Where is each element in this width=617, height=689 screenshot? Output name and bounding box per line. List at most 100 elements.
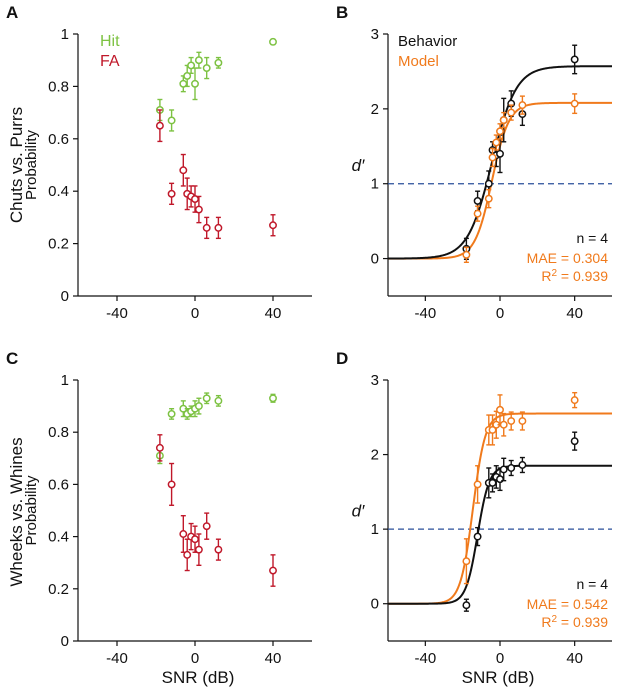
data-point-behavior xyxy=(484,179,493,188)
data-point-model xyxy=(518,417,527,425)
data-point-behavior xyxy=(570,437,579,446)
panel-a-chart: 0 0.2 0.4 0.6 0.8 1 -40 0 40 Probability xyxy=(23,26,312,322)
data-point-fa xyxy=(202,223,211,232)
y-tick-label: 0.4 xyxy=(48,183,69,200)
x-tick-label: 40 xyxy=(566,305,583,322)
y-axis-label: d′ xyxy=(352,156,365,175)
data-point-fa xyxy=(269,221,277,230)
data-point-model xyxy=(484,194,493,203)
data-point-model xyxy=(496,405,504,414)
y-tick-label: 2 xyxy=(371,447,379,464)
x-tick-label: -40 xyxy=(414,305,436,322)
data-point-model xyxy=(499,420,508,429)
data-point-fa xyxy=(155,121,164,130)
data-point-behavior xyxy=(473,532,482,541)
stats-r2-d: R2 = 0.939 xyxy=(541,614,608,630)
x-tick-label: 0 xyxy=(191,650,199,667)
panel-b-chart: 0 1 2 3 -40 0 40 d′ xyxy=(352,26,612,322)
data-point-model xyxy=(499,116,508,125)
data-point-hit xyxy=(214,396,223,405)
panel-letter-a: A xyxy=(6,3,18,22)
row-label-wheeks-whines: Wheeks vs. Whines xyxy=(7,437,26,586)
data-point-hit xyxy=(194,402,203,411)
y-tick-label: 0 xyxy=(61,633,69,650)
stats-mae-b: MAE = 0.304 xyxy=(527,250,609,266)
legend-model: Model xyxy=(398,53,439,70)
data-point-hit xyxy=(187,61,196,70)
panel-c-chart: 0 0.2 0.4 0.6 0.8 1 -40 0 40 Probability xyxy=(23,372,312,667)
y-tick-label: 1 xyxy=(371,176,379,193)
y-tick-label: 0.8 xyxy=(48,78,69,95)
data-point-model xyxy=(570,99,579,108)
data-point-behavior xyxy=(507,464,516,472)
stats-mae-d: MAE = 0.542 xyxy=(527,596,609,612)
data-point-model xyxy=(570,396,579,405)
y-tick-label: 0 xyxy=(371,596,379,613)
panel-letter-d: D xyxy=(336,349,348,368)
data-point-model xyxy=(462,557,471,566)
x-tick-label: -40 xyxy=(414,650,436,667)
x-tick-label: 0 xyxy=(191,305,199,322)
y-tick-label: 3 xyxy=(371,26,379,43)
y-axis-label: Probability xyxy=(23,475,40,546)
x-axis-label-right: SNR (dB) xyxy=(462,668,535,687)
y-axis-label: d′ xyxy=(352,502,365,521)
data-point-model xyxy=(507,417,516,425)
data-point-fa xyxy=(179,166,188,175)
data-point-fa xyxy=(183,550,192,559)
data-point-hit xyxy=(191,79,199,88)
data-point-hit xyxy=(202,394,211,403)
data-point-model xyxy=(473,209,482,218)
data-point-behavior xyxy=(496,149,504,158)
y-tick-label: 0.2 xyxy=(48,581,69,598)
data-point-behavior xyxy=(518,461,527,469)
data-point-behavior xyxy=(570,55,579,64)
y-tick-label: 1 xyxy=(371,521,379,538)
data-point-fa xyxy=(167,189,176,198)
data-point-fa xyxy=(155,443,164,452)
data-point-model xyxy=(473,480,482,489)
panel-letter-b: B xyxy=(336,3,348,22)
y-tick-label: 2 xyxy=(371,101,379,118)
data-point-fa xyxy=(179,530,188,538)
y-axis-label: Probability xyxy=(23,129,40,200)
stats-n-d: n = 4 xyxy=(576,576,608,592)
data-point-model xyxy=(496,127,504,136)
data-point-fa xyxy=(269,566,277,575)
y-tick-label: 0.4 xyxy=(48,529,69,546)
panel-d-chart: 0 1 2 3 -40 0 40 d′ xyxy=(352,372,612,667)
panel-letter-c: C xyxy=(6,349,18,368)
x-tick-label: 40 xyxy=(265,305,282,322)
data-point-hit xyxy=(194,56,203,65)
data-point-model xyxy=(507,108,516,117)
y-tick-label: 1 xyxy=(61,372,69,389)
y-tick-label: 0.6 xyxy=(48,131,69,148)
data-point-hit xyxy=(202,64,211,73)
x-tick-label: 0 xyxy=(496,305,504,322)
data-point-behavior xyxy=(496,475,504,484)
y-tick-label: 0.6 xyxy=(48,476,69,493)
y-tick-label: 1 xyxy=(61,26,69,43)
data-point-fa xyxy=(191,535,199,544)
data-point-fa xyxy=(194,205,203,214)
data-point-fa xyxy=(194,545,203,554)
y-tick-label: 0 xyxy=(371,251,379,268)
data-point-behavior xyxy=(462,601,471,610)
data-point-hit xyxy=(269,37,277,46)
data-point-model xyxy=(488,153,497,162)
data-point-fa xyxy=(202,522,211,531)
y-tick-label: 0.8 xyxy=(48,424,69,441)
x-tick-label: 40 xyxy=(265,650,282,667)
row-label-chuts-purrs: Chuts vs. Purrs xyxy=(7,107,26,223)
data-point-hit xyxy=(167,409,176,418)
data-point-model xyxy=(492,138,501,147)
data-point-hit xyxy=(214,58,223,67)
y-tick-label: 0 xyxy=(61,288,69,305)
x-tick-label: -40 xyxy=(106,305,128,322)
data-point-hit xyxy=(269,394,277,403)
data-point-fa xyxy=(214,223,223,232)
data-point-hit xyxy=(167,116,176,125)
data-point-fa xyxy=(214,545,223,554)
data-point-model xyxy=(518,101,527,110)
